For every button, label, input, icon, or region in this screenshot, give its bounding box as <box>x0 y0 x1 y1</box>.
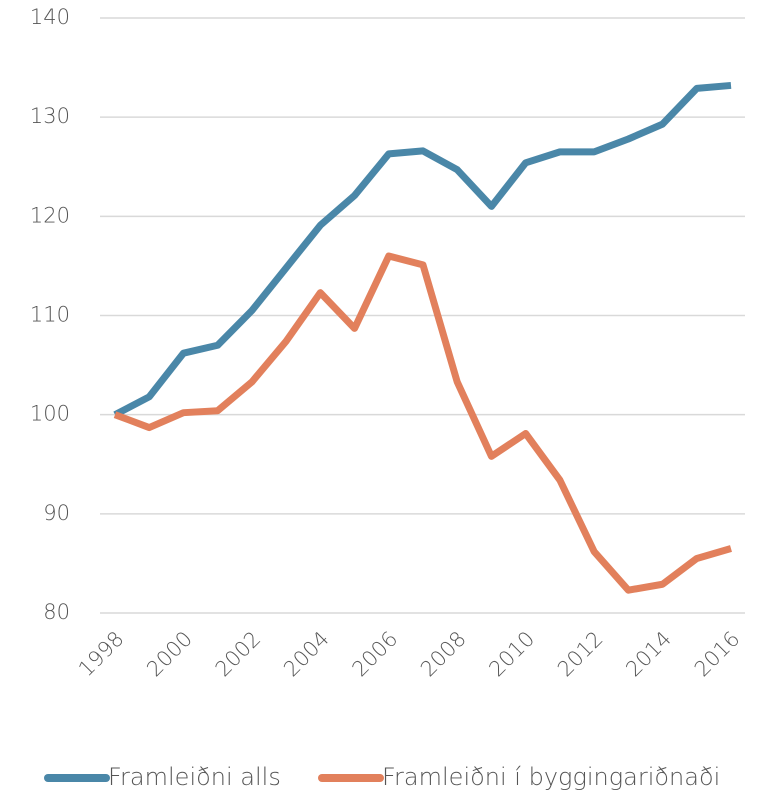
series-line <box>113 81 732 418</box>
x-tick-label: 2008 <box>416 627 471 682</box>
x-tick-label: 2014 <box>621 627 676 682</box>
x-tick-label: 1998 <box>74 627 129 682</box>
x-tick-label: 2012 <box>553 627 608 682</box>
x-tick-label: 2004 <box>279 627 334 682</box>
x-tick-label: 2016 <box>690 627 745 682</box>
legend-label: Framleiðni alls <box>108 763 281 791</box>
x-tick-label: 2006 <box>348 627 403 682</box>
y-tick-label: 140 <box>30 5 70 29</box>
x-tick-label: 2002 <box>211 627 266 682</box>
y-tick-label: 100 <box>30 402 70 426</box>
x-tick-label: 2000 <box>142 627 197 682</box>
y-tick-label: 110 <box>30 303 70 327</box>
series-line <box>113 252 732 594</box>
y-tick-label: 90 <box>43 501 70 525</box>
y-tick-label: 80 <box>43 600 70 624</box>
y-tick-label: 120 <box>30 203 70 227</box>
x-tick-label: 2010 <box>484 627 539 682</box>
y-tick-label: 130 <box>30 104 70 128</box>
legend-label: Framleiðni í byggingariðnaði <box>382 763 720 791</box>
